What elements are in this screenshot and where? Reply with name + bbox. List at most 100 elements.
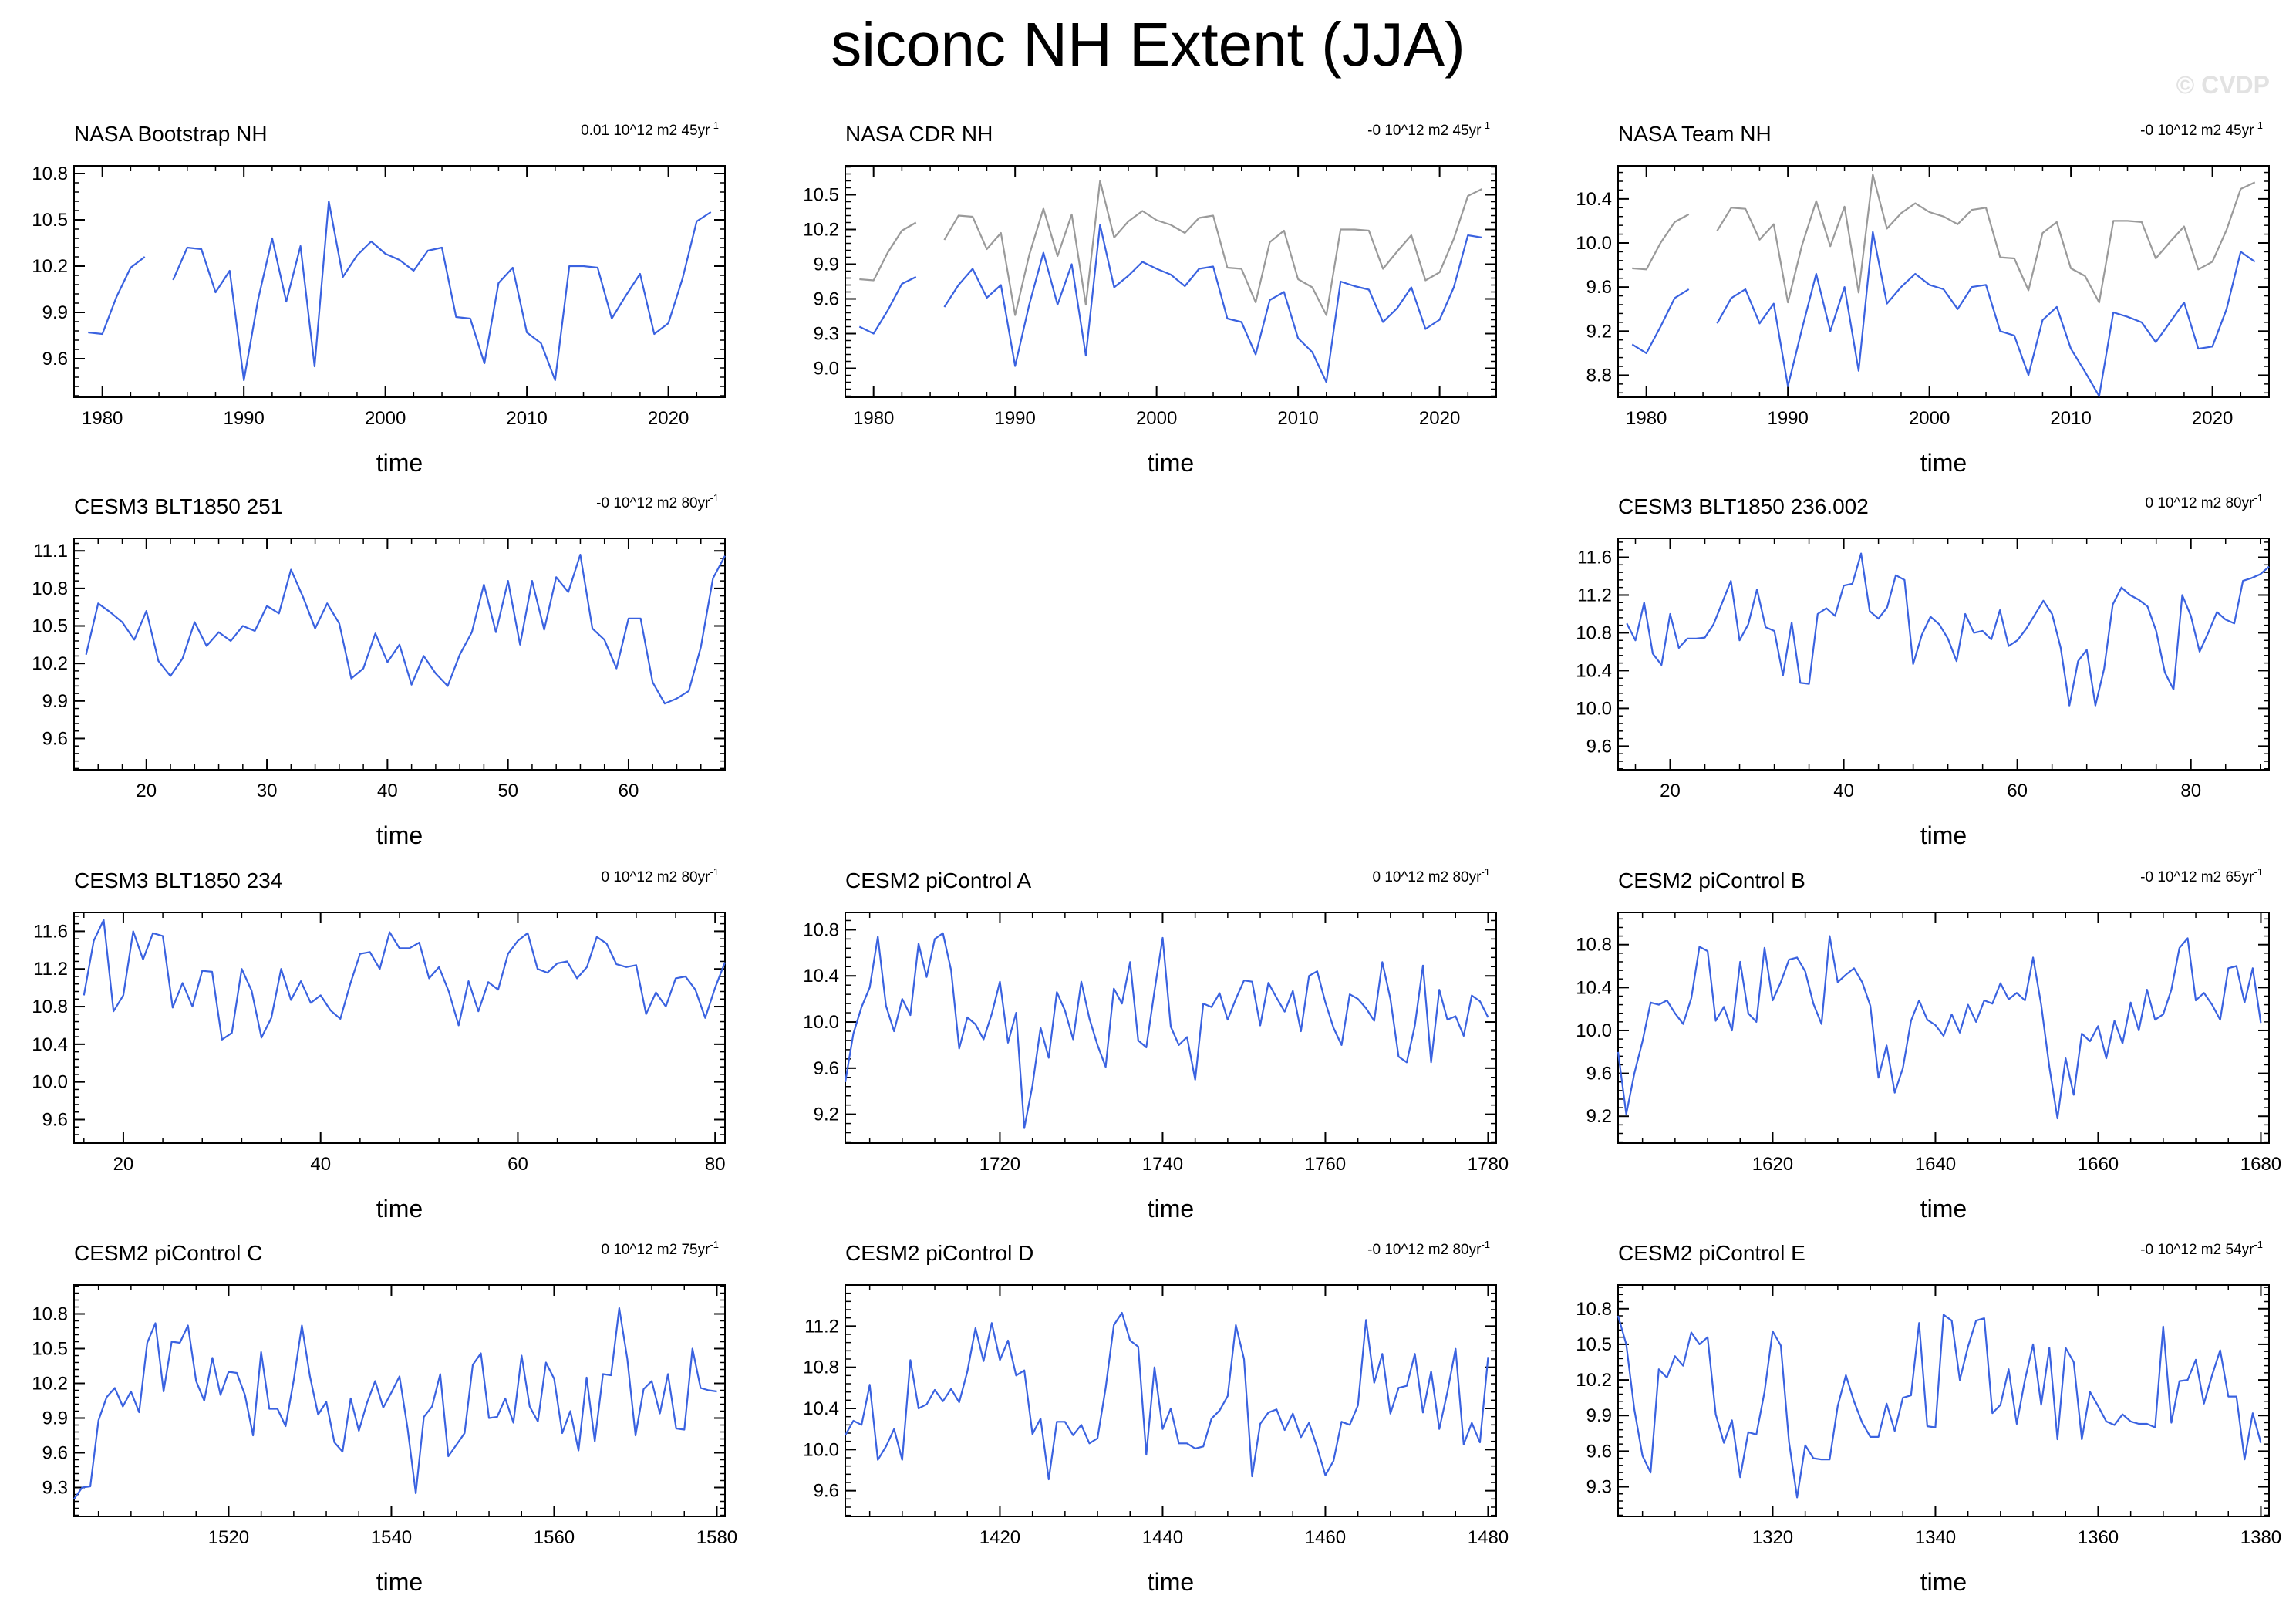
x-tick-label: 1990 bbox=[1767, 408, 1808, 429]
trend-exponent: -1 bbox=[1481, 120, 1490, 131]
y-tick-label: 9.9 bbox=[42, 1408, 68, 1429]
y-tick-label: 10.0 bbox=[803, 1439, 839, 1460]
secondary-series-line bbox=[1632, 174, 2256, 304]
trend-exponent: -1 bbox=[710, 120, 719, 131]
trend-label: -0 10^12 m2 45yr-1 bbox=[1367, 120, 1490, 139]
x-axis-label: time bbox=[1148, 449, 1194, 477]
y-tick-label: 10.5 bbox=[32, 210, 68, 231]
trend-exponent: -1 bbox=[1481, 866, 1490, 878]
x-tick-label: 2020 bbox=[1419, 408, 1460, 429]
plot-frame bbox=[1617, 912, 2270, 1144]
trend-exponent: -1 bbox=[2254, 492, 2263, 504]
primary-series-line bbox=[88, 200, 712, 382]
y-tick-label: 9.0 bbox=[814, 359, 839, 379]
x-axis-label: time bbox=[376, 1195, 423, 1223]
y-tick-label: 10.0 bbox=[1576, 233, 1612, 254]
x-tick-label: 1720 bbox=[979, 1154, 1020, 1175]
y-tick-label: 10.0 bbox=[803, 1012, 839, 1033]
x-tick-label: 1620 bbox=[1752, 1154, 1793, 1175]
x-tick-label: 1640 bbox=[1915, 1154, 1956, 1175]
x-tick-label: 20 bbox=[113, 1154, 134, 1175]
x-tick-label: 1680 bbox=[2240, 1154, 2281, 1175]
y-tick-label: 10.8 bbox=[803, 919, 839, 940]
trend-exponent: -1 bbox=[710, 1239, 719, 1250]
y-tick-label: 10.2 bbox=[803, 220, 839, 241]
y-tick-label: 9.3 bbox=[1586, 1477, 1612, 1498]
plot-frame bbox=[1617, 538, 2270, 771]
plot-frame bbox=[73, 1284, 726, 1517]
y-tick-label: 10.8 bbox=[32, 1304, 68, 1325]
y-tick-label: 9.6 bbox=[42, 1443, 68, 1464]
chart-panel-7: CESM2 piControl B -0 10^12 m2 65yr-1 1620 1… bbox=[1576, 866, 2281, 1223]
y-tick-label: 11.6 bbox=[33, 921, 68, 942]
trend-label: 0 10^12 m2 75yr-1 bbox=[601, 1239, 719, 1258]
x-tick-label: 1980 bbox=[82, 408, 123, 429]
x-axis-label: time bbox=[376, 449, 423, 477]
x-axis-label: time bbox=[1920, 1568, 1967, 1596]
x-tick-label: 1660 bbox=[2078, 1154, 2119, 1175]
trend-label: 0 10^12 m2 80yr-1 bbox=[2145, 492, 2263, 511]
x-tick-label: 20 bbox=[136, 781, 157, 801]
x-axis-label: time bbox=[1148, 1195, 1194, 1223]
y-tick-label: 10.0 bbox=[1576, 698, 1612, 719]
y-tick-label: 10.8 bbox=[1576, 1299, 1612, 1320]
y-tick-label: 9.9 bbox=[42, 691, 68, 712]
y-tick-label: 10.4 bbox=[803, 1398, 839, 1419]
x-tick-label: 1440 bbox=[1142, 1527, 1183, 1548]
y-tick-label: 10.5 bbox=[32, 616, 68, 637]
x-tick-label: 1540 bbox=[371, 1527, 412, 1548]
x-tick-label: 50 bbox=[497, 781, 518, 801]
x-tick-label: 1740 bbox=[1142, 1154, 1183, 1175]
panel-title: CESM3 BLT1850 251 bbox=[74, 494, 282, 518]
x-tick-label: 1560 bbox=[534, 1527, 575, 1548]
y-tick-label: 10.2 bbox=[32, 256, 68, 277]
y-tick-label: 10.4 bbox=[803, 966, 839, 987]
x-tick-label: 2010 bbox=[506, 408, 547, 429]
x-tick-label: 1580 bbox=[696, 1527, 737, 1548]
x-tick-label: 1460 bbox=[1305, 1527, 1346, 1548]
x-tick-label: 2020 bbox=[2192, 408, 2233, 429]
y-tick-label: 10.8 bbox=[32, 578, 68, 599]
x-axis-label: time bbox=[376, 821, 423, 849]
x-tick-label: 40 bbox=[1833, 781, 1854, 801]
x-tick-label: 40 bbox=[377, 781, 398, 801]
trend-label: 0.01 10^12 m2 45yr-1 bbox=[581, 120, 719, 139]
x-tick-label: 20 bbox=[1660, 781, 1681, 801]
secondary-series-line bbox=[859, 180, 1483, 316]
y-tick-label: 10.4 bbox=[1576, 660, 1612, 681]
x-tick-label: 80 bbox=[705, 1154, 726, 1175]
plot-frame bbox=[1617, 1284, 2270, 1517]
primary-series-line bbox=[844, 932, 1489, 1129]
chart-panel-9: CESM2 piControl D -0 10^12 m2 80yr-1 1420 1… bbox=[803, 1239, 1509, 1596]
x-axis-label: time bbox=[1148, 1568, 1194, 1596]
x-tick-label: 2010 bbox=[1277, 408, 1318, 429]
y-tick-label: 9.3 bbox=[42, 1478, 68, 1499]
x-tick-label: 1480 bbox=[1468, 1527, 1509, 1548]
x-tick-label: 60 bbox=[507, 1154, 528, 1175]
y-tick-label: 9.6 bbox=[1586, 277, 1612, 298]
x-tick-label: 1360 bbox=[2078, 1527, 2119, 1548]
trend-exponent: -1 bbox=[710, 866, 719, 878]
y-tick-label: 11.6 bbox=[1577, 547, 1612, 568]
y-tick-label: 10.8 bbox=[1576, 935, 1612, 956]
y-tick-label: 9.6 bbox=[1586, 1441, 1612, 1462]
panel-title: NASA Bootstrap NH bbox=[74, 122, 268, 146]
plot-frame bbox=[845, 912, 1497, 1144]
y-tick-label: 10.0 bbox=[32, 1072, 68, 1093]
y-tick-label: 11.1 bbox=[33, 541, 68, 562]
primary-series-line bbox=[83, 919, 727, 1041]
panel-title: CESM2 piControl D bbox=[845, 1241, 1033, 1265]
plot-frame bbox=[73, 538, 726, 771]
trend-label: -0 10^12 m2 54yr-1 bbox=[2140, 1239, 2263, 1258]
y-tick-label: 10.5 bbox=[803, 185, 839, 206]
page-title: siconc NH Extent (JJA) bbox=[831, 10, 1465, 79]
y-tick-label: 11.2 bbox=[1577, 585, 1612, 605]
y-tick-label: 8.8 bbox=[1586, 365, 1612, 386]
panel-title: CESM2 piControl E bbox=[1618, 1241, 1805, 1265]
x-tick-label: 2000 bbox=[1909, 408, 1950, 429]
x-tick-label: 2000 bbox=[1136, 408, 1177, 429]
x-axis-label: time bbox=[1920, 821, 1967, 849]
x-tick-label: 1320 bbox=[1752, 1527, 1793, 1548]
y-tick-label: 9.6 bbox=[1586, 736, 1612, 757]
primary-series-line bbox=[1631, 231, 2256, 397]
